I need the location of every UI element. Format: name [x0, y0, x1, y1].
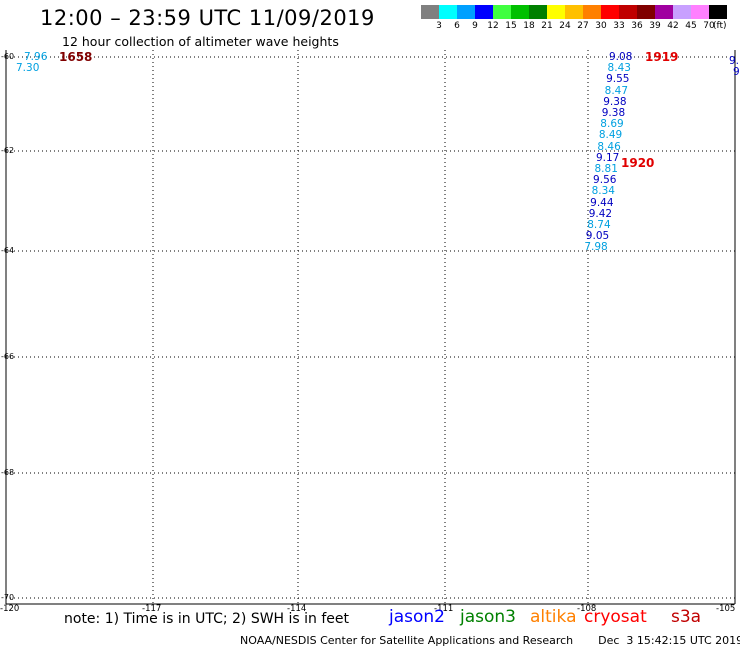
- legend-label-10: 33: [613, 21, 625, 31]
- credit-line: NOAA/NESDIS Center for Satellite Applica…: [240, 634, 740, 647]
- wave-label-edge-0: 9.: [729, 55, 740, 67]
- legend-label-15: 70: [703, 21, 715, 31]
- lon-label-0: -120: [0, 604, 20, 614]
- credit-text: NOAA/NESDIS Center for Satellite Applica…: [240, 634, 574, 647]
- legend-swatch-16: [709, 5, 727, 19]
- legend-swatch-4: [493, 5, 511, 19]
- legend-swatch-9: [583, 5, 601, 19]
- legend-swatch-15: [691, 5, 709, 19]
- legend-label-1: 6: [454, 21, 460, 31]
- wave-height-label: 8.34: [591, 185, 615, 198]
- satellite-altika: altika: [530, 607, 577, 627]
- wave-height-label: 9.42: [588, 207, 613, 220]
- legend-label-12: 39: [649, 21, 661, 31]
- legend-label-6: 21: [541, 21, 553, 31]
- lon-label-4: -108: [577, 604, 597, 614]
- wave-height-label: 8.43: [607, 62, 631, 75]
- timestamp: Dec 3 15:42:15 UTC 2019: [598, 634, 740, 647]
- lat-label-3: -66: [1, 352, 15, 361]
- wave-height-label: 8.47: [604, 84, 629, 97]
- lat-label-4: -68: [1, 468, 15, 477]
- legend-label-14: 45: [685, 21, 697, 31]
- units-note: note: 1) Time is in UTC; 2) SWH is in fe…: [64, 611, 350, 627]
- legend-swatch-2: [457, 5, 475, 19]
- legend-swatch-6: [529, 5, 547, 19]
- lat-label-1: -62: [1, 146, 15, 155]
- lon-label-1: -117: [142, 604, 162, 614]
- legend-swatch-7: [547, 5, 565, 19]
- wave-height-label: 7.98: [584, 241, 608, 254]
- legend-swatch-3: [475, 5, 493, 19]
- wave-height-label: 9.55: [606, 73, 630, 86]
- legend-label-0: 3: [436, 21, 442, 31]
- lon-label-2: -114: [287, 604, 307, 614]
- legend-swatch-12: [637, 5, 655, 19]
- legend-swatch-11: [619, 5, 637, 19]
- legend-unit: (ft): [713, 21, 727, 31]
- lon-label-3: -111: [434, 604, 454, 614]
- satellite-cryosat: cryosat: [584, 607, 647, 627]
- satellite-jason3: jason3: [460, 607, 516, 627]
- wave-height-label: 8.81: [594, 163, 618, 175]
- grid-lines: [6, 50, 735, 604]
- pass-time-1920: 1920: [621, 156, 655, 170]
- legend-swatch-13: [655, 5, 673, 19]
- legend-label-5: 18: [523, 21, 535, 31]
- wave-height-label: 8.46: [597, 140, 621, 153]
- wave-height-label: 8.49: [598, 129, 623, 142]
- legend-label-8: 27: [577, 21, 589, 31]
- legend-swatch-1: [439, 5, 457, 19]
- wave-label-left-0: 7.96: [24, 51, 48, 63]
- legend-label-13: 42: [667, 21, 679, 31]
- legend-label-7: 24: [559, 21, 571, 31]
- wave-height-label: 9.08: [609, 51, 633, 63]
- lat-label-2: -64: [1, 246, 15, 255]
- satellite-jason2: jason2: [389, 607, 445, 627]
- chart-title: 12:00 – 23:59 UTC 11/09/2019: [40, 6, 375, 30]
- legend-label-11: 36: [631, 21, 643, 31]
- chart-subtitle: 12 hour collection of altimeter wave hei…: [62, 34, 339, 49]
- lat-label-5: -70: [1, 593, 15, 602]
- legend-swatch-0: [421, 5, 439, 19]
- lon-label-5: -105: [716, 604, 736, 614]
- legend-swatch-8: [565, 5, 583, 19]
- legend-label-9: 30: [595, 21, 607, 31]
- wave-label-edge-1: 9: [733, 66, 740, 78]
- pass-time-1658: 1658: [59, 50, 93, 64]
- legend-label-3: 12: [487, 21, 499, 31]
- color-scale-legend: [421, 5, 727, 19]
- wave-height-label: 8.74: [587, 219, 611, 231]
- satellite-s3a: s3a: [671, 607, 702, 627]
- legend-swatch-14: [673, 5, 691, 19]
- lat-label-0: -60: [1, 52, 15, 61]
- legend-label-4: 15: [505, 21, 517, 31]
- wave-height-label: 8.69: [600, 118, 624, 131]
- wave-height-label: 9.38: [601, 107, 626, 119]
- legend-label-2: 9: [472, 21, 478, 31]
- legend-swatch-5: [511, 5, 529, 19]
- legend-swatch-10: [601, 5, 619, 19]
- color-scale-labels: 3 6 9 12 15 18 21 24 27 30 33 36 39 42 45 70: [421, 21, 727, 33]
- wave-height-label: 9.38: [603, 95, 627, 108]
- pass-time-1919: 1919: [645, 50, 679, 64]
- wave-height-label: 9.17: [595, 151, 620, 164]
- wave-label-left-1: 7.30: [16, 62, 40, 74]
- wave-height-label: 9.44: [590, 196, 614, 209]
- wave-height-label: 9.56: [593, 174, 617, 187]
- wave-height-label: 9.05: [585, 230, 610, 243]
